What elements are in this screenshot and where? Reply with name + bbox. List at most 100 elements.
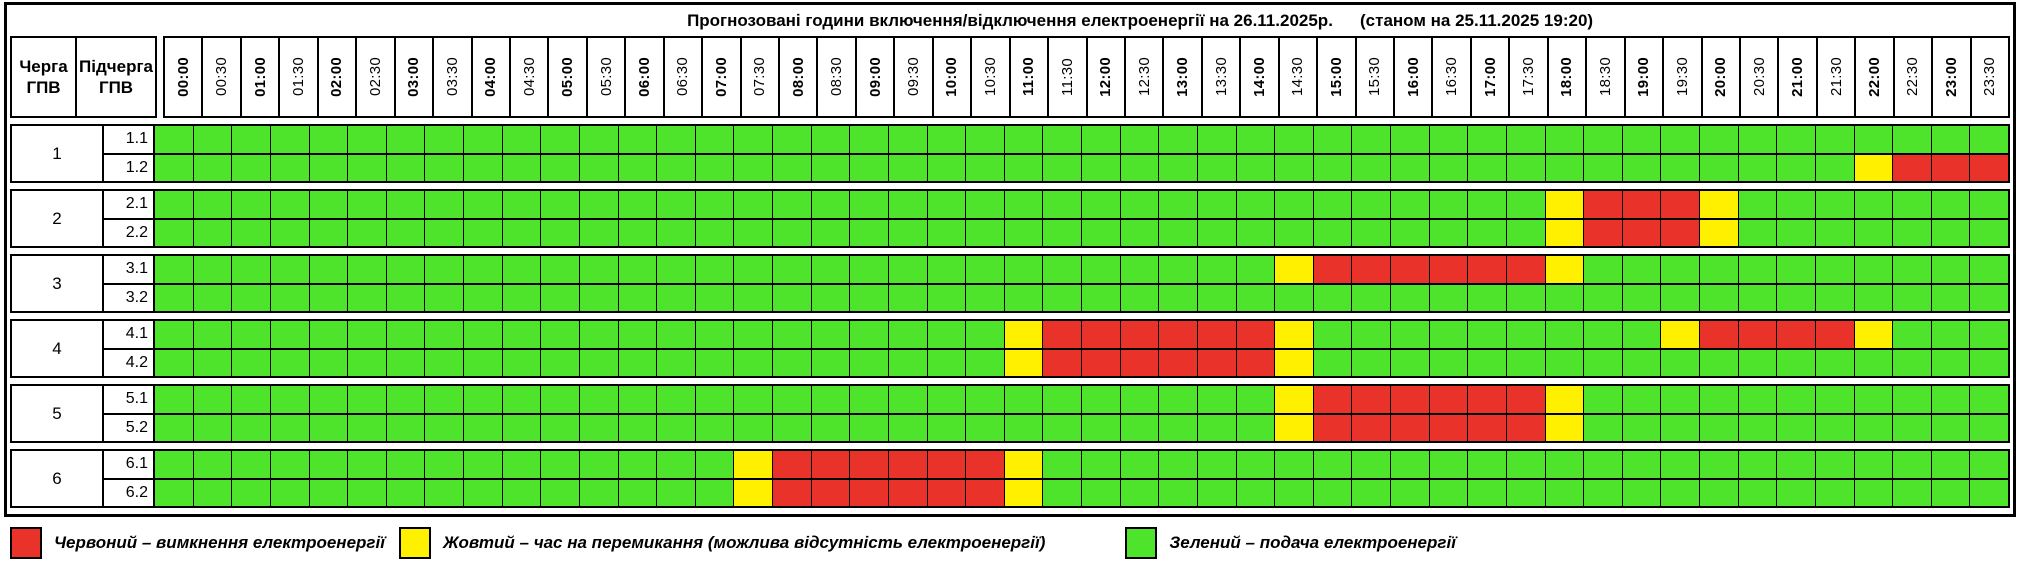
queue-block-6: 6 6.1 6.2 [10,449,2010,508]
cell-5.1-15:00 [1312,386,1352,413]
cell-3.2-20:00 [1699,284,1738,311]
cell-5.1-14:00 [1235,386,1275,413]
cell-1.2-23:30 [1969,154,2008,181]
cell-5.2-14:00 [1235,414,1275,441]
cell-1.2-01:00 [231,154,270,181]
cell-5.2-11:00 [1003,414,1043,441]
cell-3.1-23:00 [1930,256,1970,283]
cell-6.2-17:00 [1467,479,1506,506]
cell-4.1-20:00 [1699,321,1738,348]
cell-5.1-05:00 [540,386,579,413]
cell-3.2-23:00 [1930,284,1970,311]
schedule-row-1.1 [155,126,2008,153]
cell-5.2-02:30 [347,414,386,441]
cell-1.1-08:30 [810,126,850,153]
queue-block-5: 5 5.1 5.2 [10,384,2010,443]
table-header: Черга ГПВ Підчерга ГПВ 00:00 00:30 01:00 01… [10,36,2010,118]
time-slot-11:00: 11:00 [1008,38,1048,116]
cell-6.1-21:30 [1814,451,1854,478]
legend-green-swatch [1125,527,1158,559]
cell-6.2-18:30 [1583,479,1622,506]
cell-3.1-17:00 [1467,256,1506,283]
time-slot-label: 18:00 [1558,57,1576,97]
cell-4.2-14:00 [1235,349,1275,376]
cell-4.1-22:30 [1892,321,1931,348]
cell-1.1-20:00 [1699,126,1738,153]
cell-2.2-15:00 [1312,219,1352,246]
schedule-blocks: 1 1.1 1.2 2 2.1 2.2 3 3.1 3.2 4 4.1 4.2 5 5.1 5.2 6 6.1 6… [10,124,2010,508]
cell-6.2-05:30 [578,479,618,506]
cell-3.2-16:00 [1390,284,1429,311]
time-slot-21:30: 21:30 [1815,38,1855,116]
subqueue-labels-4: 4.1 4.2 [104,321,155,376]
time-slot-label: 14:30 [1289,57,1307,97]
time-slot-22:00: 22:00 [1854,38,1893,116]
cell-2.2-11:30 [1042,219,1081,246]
legend-green-text: Зелений – подача електроенергії [1169,533,1456,552]
cell-1.2-21:00 [1776,154,1815,181]
time-slot-06:00: 06:00 [624,38,663,116]
legend-red-swatch [10,527,42,559]
cell-6.2-13:30 [1196,479,1236,506]
cell-4.2-18:00 [1544,349,1584,376]
cell-1.2-14:00 [1235,154,1275,181]
cell-6.1-20:30 [1737,451,1777,478]
cell-1.2-00:30 [192,154,232,181]
cell-1.1-23:30 [1969,126,2008,153]
cell-2.1-09:00 [849,191,888,218]
cell-5.2-05:30 [578,414,618,441]
time-slot-label: 15:30 [1366,57,1384,97]
cell-6.2-12:00 [1081,479,1120,506]
cell-6.2-08:00 [772,479,811,506]
time-slot-03:30: 03:30 [432,38,471,116]
cell-5.2-01:00 [231,414,270,441]
cell-1.2-05:30 [578,154,618,181]
cell-4.1-00:30 [192,321,232,348]
cell-4.2-08:30 [810,349,850,376]
cell-1.1-06:00 [617,126,657,153]
cell-1.2-09:00 [849,154,888,181]
cell-2.1-04:30 [501,191,541,218]
cell-6.1-03:00 [385,451,425,478]
cell-3.2-18:00 [1544,284,1584,311]
cell-2.2-10:30 [965,219,1004,246]
cell-1.2-11:00 [1003,154,1043,181]
cell-4.1-08:30 [810,321,850,348]
cell-3.2-00:00 [155,284,193,311]
cell-6.1-07:30 [733,451,772,478]
cell-2.2-01:00 [231,219,270,246]
cell-2.2-19:00 [1621,219,1661,246]
cell-6.2-07:30 [733,479,772,506]
cell-2.2-02:00 [308,219,348,246]
cell-4.2-11:30 [1042,349,1081,376]
cell-6.1-01:00 [231,451,270,478]
time-slot-label: 14:00 [1250,57,1268,97]
cell-4.2-04:30 [501,349,541,376]
cell-4.1-23:30 [1969,321,2008,348]
cell-5.2-09:30 [887,414,927,441]
cell-1.1-14:00 [1235,126,1275,153]
cell-3.2-14:00 [1235,284,1275,311]
cell-1.1-18:00 [1544,126,1584,153]
cell-1.1-20:30 [1737,126,1777,153]
cell-6.1-11:00 [1003,451,1043,478]
cell-2.2-03:30 [424,219,463,246]
cell-1.1-11:30 [1042,126,1081,153]
cell-4.2-20:30 [1737,349,1777,376]
queue-block-2: 2 2.1 2.2 [10,189,2010,248]
cell-6.2-06:00 [617,479,657,506]
time-slot-19:30: 19:30 [1662,38,1701,116]
cell-4.2-03:30 [424,349,463,376]
cell-4.1-17:00 [1467,321,1506,348]
cell-6.2-04:00 [463,479,502,506]
cell-5.2-07:30 [733,414,772,441]
cell-4.1-08:00 [772,321,811,348]
cell-6.1-00:30 [192,451,232,478]
cell-3.2-03:00 [385,284,425,311]
time-slot-09:00: 09:00 [854,38,894,116]
cell-2.2-22:00 [1853,219,1893,246]
cell-5.1-17:00 [1467,386,1506,413]
cell-6.2-03:00 [385,479,425,506]
cell-5.1-20:00 [1699,386,1738,413]
cell-3.2-20:30 [1737,284,1777,311]
